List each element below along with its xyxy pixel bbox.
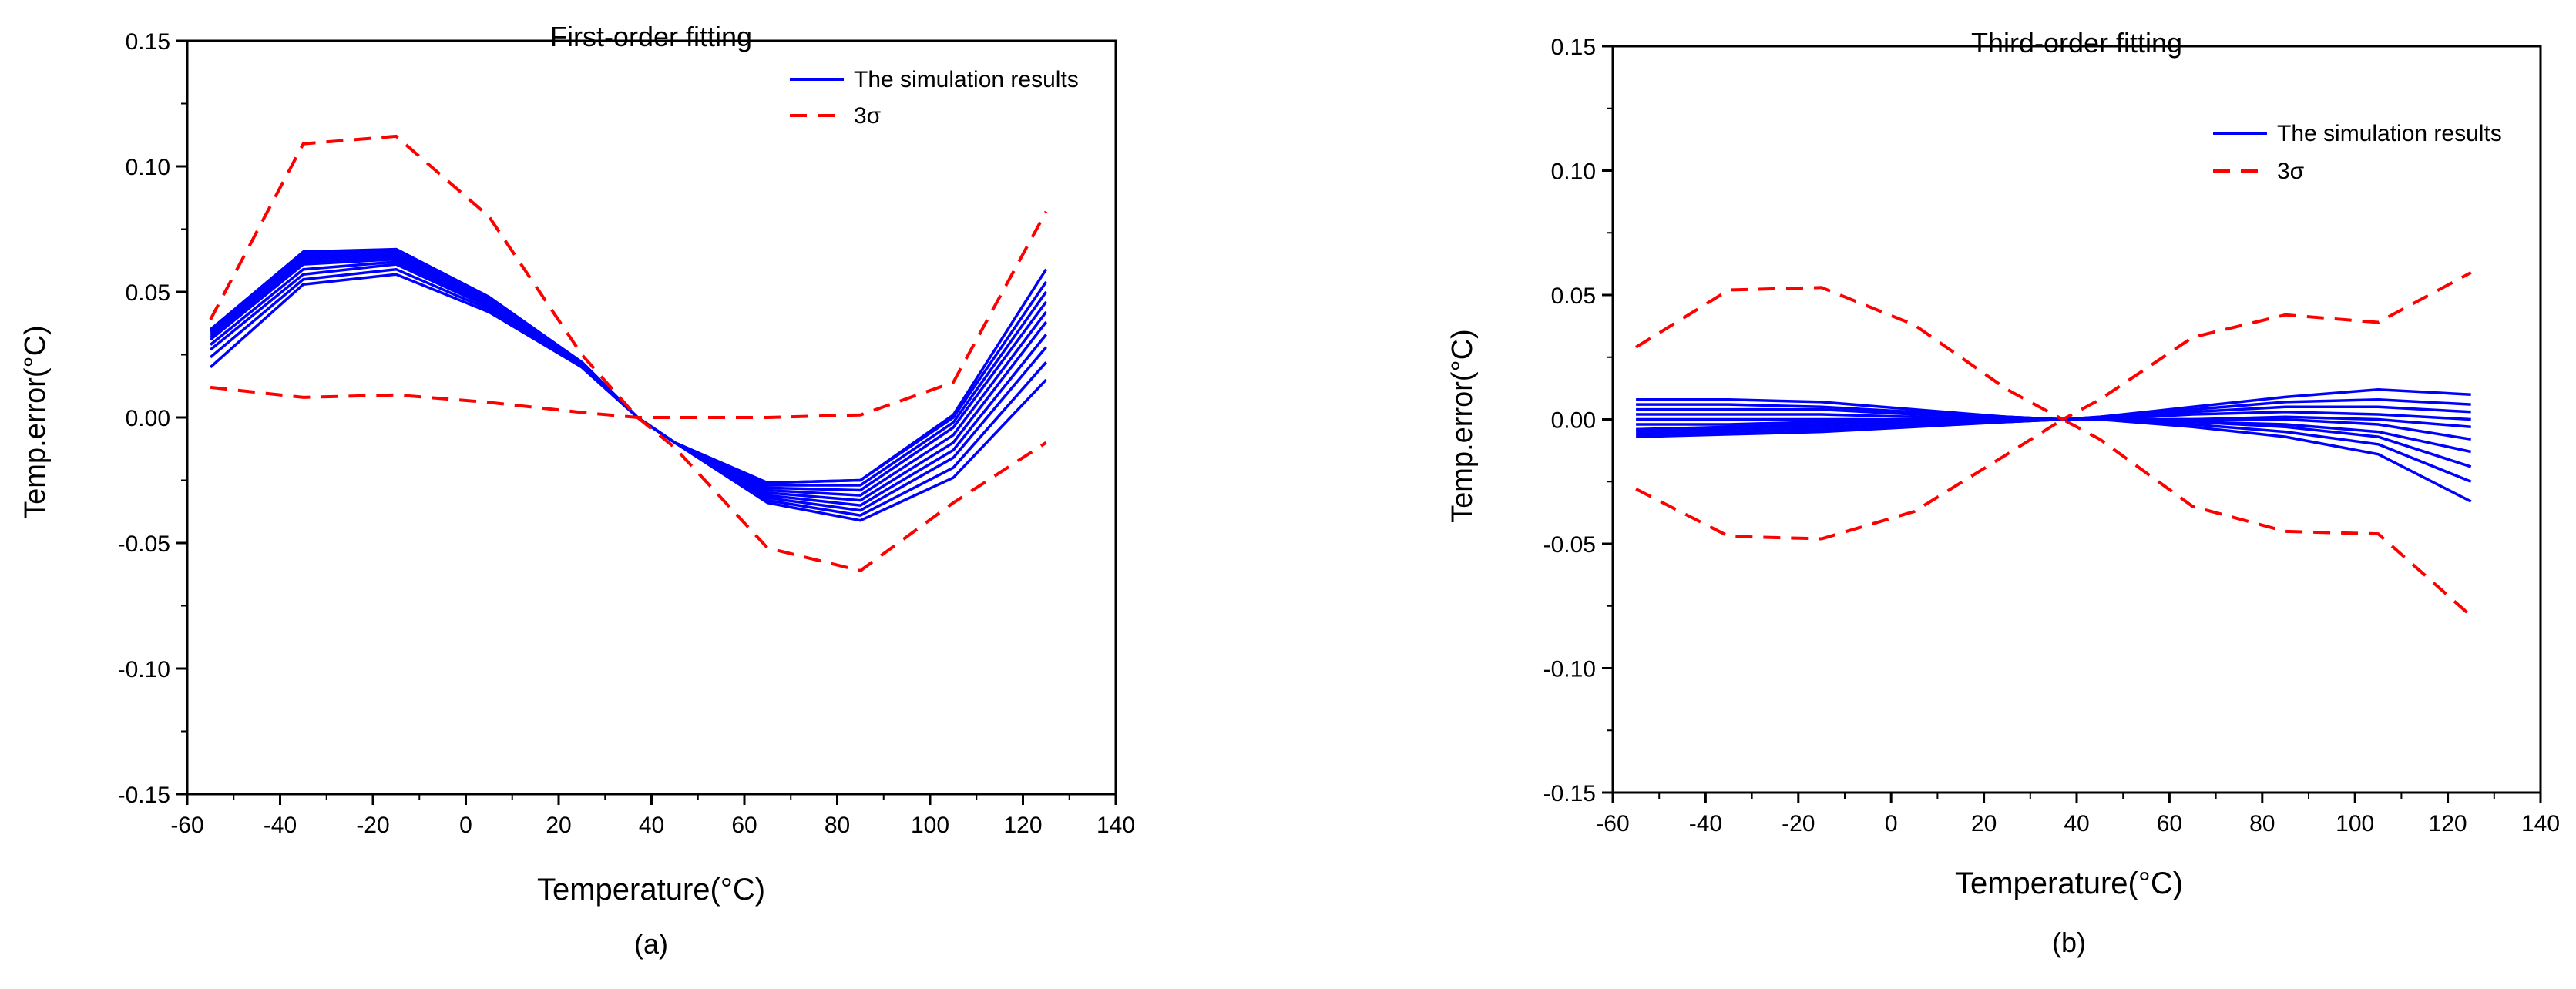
x-tick-label: -40	[264, 813, 297, 838]
y-tick-label: 0.15	[1551, 35, 1596, 60]
y-tick-label: -0.15	[118, 783, 170, 808]
y-tick-label: 0.10	[1551, 159, 1596, 185]
y-axis-label: Temp.error(°C)	[19, 325, 52, 519]
x-tick-label: 140	[2521, 811, 2560, 836]
legend-sigma-label: 3σ	[2277, 159, 2305, 184]
x-axis-label: Temperature(°C)	[1955, 867, 2183, 900]
x-tick-label: 20	[546, 813, 571, 838]
y-tick-label: -0.05	[1543, 532, 1596, 558]
x-tick-label: 20	[1971, 811, 1997, 836]
simulation-series-line-9	[209, 247, 1048, 484]
simulation-series-line-4	[209, 260, 1047, 507]
simulation-series-line-10	[209, 247, 1048, 484]
y-tick-label: -0.05	[118, 531, 170, 557]
x-tick-label: 60	[2157, 811, 2182, 836]
x-tick-label: 100	[2336, 811, 2374, 836]
y-tick-label: -0.15	[1543, 781, 1596, 806]
x-axis-label: Temperature(°C)	[537, 873, 765, 907]
y-tick-label: 0.15	[126, 29, 170, 55]
panel-label: (b)	[2052, 927, 2086, 958]
x-tick-label: -40	[1689, 811, 1722, 836]
legend-simulation-label: The simulation results	[854, 67, 1079, 92]
simulation-series-line-5	[209, 257, 1047, 502]
x-tick-label: 120	[1003, 813, 1042, 838]
panel-label: (a)	[634, 928, 668, 960]
y-tick-label: -0.10	[118, 657, 170, 682]
x-tick-label: 120	[2429, 811, 2467, 836]
x-tick-label: 40	[639, 813, 664, 838]
y-tick-label: 0.00	[1551, 408, 1596, 434]
y-tick-label: 0.10	[126, 155, 170, 180]
x-tick-label: -20	[1782, 811, 1815, 836]
sigma-upper-line	[209, 134, 1047, 573]
sigma-lower-line	[210, 210, 1048, 419]
y-tick-label: 0.05	[126, 280, 170, 306]
x-tick-label: 140	[1097, 813, 1135, 838]
y-tick-label: -0.10	[1543, 657, 1596, 682]
chart-title: Third-order fitting	[1971, 27, 2182, 59]
x-tick-label: 0	[459, 813, 472, 838]
chart-first-order: First-order fitting -0.15 -0.10 -0.05 0.00 0…	[19, 21, 1135, 960]
legend-simulation-label: The simulation results	[2277, 121, 2502, 146]
y-tick-label: 0.05	[1551, 283, 1596, 309]
x-tick-label: 100	[911, 813, 949, 838]
y-axis-label: Temp.error(°C)	[1446, 329, 1479, 523]
x-tick-label: -20	[356, 813, 389, 838]
simulation-series-line-2	[209, 267, 1047, 517]
plot-area-frame	[1611, 45, 2542, 794]
x-tick-label: 40	[2064, 811, 2089, 836]
sigma-upper-line	[1635, 271, 2472, 421]
sigma-lower-line	[1635, 417, 2473, 618]
x-tick-label: 0	[1885, 811, 1898, 836]
legend: The simulation results 3σ	[2213, 121, 2502, 184]
y-tick-label: 0.00	[126, 406, 170, 431]
x-tick-label: -60	[170, 813, 203, 838]
x-tick-label: 80	[825, 813, 850, 838]
x-tick-label: 80	[2249, 811, 2275, 836]
x-tick-label: -60	[1596, 811, 1629, 836]
chart-title: First-order fitting	[550, 21, 752, 52]
chart-third-order: Third-order fitting -0.15 -0.10 -0.05 0.00 0…	[1446, 27, 2560, 958]
legend: The simulation results 3σ	[790, 67, 1079, 129]
x-tick-label: 60	[731, 813, 757, 838]
legend-sigma-label: 3σ	[854, 103, 882, 129]
simulation-series-line-6	[209, 255, 1047, 497]
simulation-series-line-3	[209, 263, 1047, 512]
plot-area-frame	[186, 39, 1117, 796]
